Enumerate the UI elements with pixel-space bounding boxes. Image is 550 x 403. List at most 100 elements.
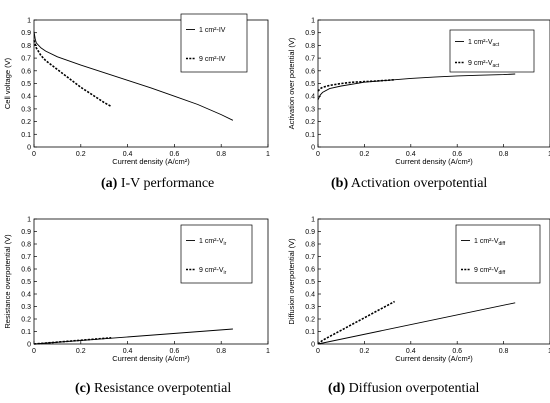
series-line-1 <box>33 31 234 121</box>
x-tick-label: 1 <box>266 348 270 355</box>
legend-entry: 1 cm²-Vir <box>199 238 227 247</box>
legend-box <box>449 29 535 73</box>
x-tick-label: 1 <box>266 151 270 158</box>
legend: 1 cm²-Vact 9 cm²-Vact <box>449 29 535 73</box>
caption-b-letter: (b) <box>331 176 349 191</box>
y-tick-label: 0.3 <box>305 304 315 311</box>
y-tick-label: 0.3 <box>305 106 315 113</box>
y-tick-label: 0.7 <box>305 254 315 261</box>
x-axis-label: Current density (A/cm²) <box>112 354 190 363</box>
y-tick-label: 0 <box>311 342 315 349</box>
x-tick-label: 0.4 <box>123 151 133 158</box>
series-line-2 <box>317 78 395 92</box>
y-tick-label: 0.6 <box>21 68 31 75</box>
y-tick-label: 0 <box>27 342 31 349</box>
y-tick-label: 0.8 <box>21 242 31 249</box>
x-tick-label: 1 <box>548 348 550 355</box>
y-tick-label: 1 <box>311 18 315 25</box>
x-tick-label: 0.8 <box>216 151 226 158</box>
y-axis-label: Resistance overpotential (V) <box>3 234 12 329</box>
y-tick-label: 0.5 <box>21 81 31 88</box>
legend-subscript: diff <box>499 270 506 276</box>
legend-entry: 9 cm²-Vact <box>468 60 500 69</box>
y-tick-label: 0.9 <box>21 229 31 236</box>
legend-entry: 9 cm²-IV <box>199 56 226 63</box>
y-tick-label: 0.9 <box>305 229 315 236</box>
caption-c: (c) Resistance overpotential <box>75 381 231 397</box>
legend-subscript: act <box>493 63 500 69</box>
caption-b: (b) Activation overpotential <box>331 176 487 192</box>
caption-c-text: Resistance overpotential <box>94 381 232 396</box>
y-tick-label: 0.7 <box>21 254 31 261</box>
caption-c-letter: (c) <box>75 381 91 396</box>
x-axis-label: Current density (A/cm²) <box>395 354 473 363</box>
y-tick-label: 0.1 <box>305 132 315 139</box>
y-axis-label: Cell voltage (V) <box>3 57 12 109</box>
y-tick-label: 0.8 <box>305 242 315 249</box>
legend: 1 cm²-Vir 9 cm²-Vir <box>180 224 253 284</box>
x-tick-label: 0.8 <box>499 348 509 355</box>
legend-entry: 9 cm²-Vir <box>199 267 227 276</box>
caption-d: (d) Diffusion overpotential <box>328 381 479 397</box>
caption-d-letter: (d) <box>328 381 346 396</box>
y-tick-label: 0.5 <box>21 279 31 286</box>
legend-subscript: act <box>493 42 500 48</box>
y-tick-label: 0.5 <box>305 81 315 88</box>
legend-entry: 1 cm²-Vact <box>468 39 500 48</box>
y-tick-label: 0.9 <box>21 30 31 37</box>
caption-d-text: Diffusion overpotential <box>348 381 480 396</box>
y-tick-label: 0.4 <box>305 292 315 299</box>
series-line-1 <box>317 302 516 345</box>
y-tick-label: 0.8 <box>21 43 31 50</box>
y-tick-label: 0.6 <box>21 267 31 274</box>
series-line-2 <box>33 40 112 108</box>
x-tick-label: 0.4 <box>123 348 133 355</box>
x-tick-label: 0.2 <box>76 151 86 158</box>
x-tick-label: 0.6 <box>452 151 462 158</box>
x-tick-label: 0.4 <box>406 348 416 355</box>
legend-subscript: ir <box>224 270 227 276</box>
y-axis-label: Diffusion overpotential (V) <box>287 238 296 325</box>
y-tick-label: 0.4 <box>21 292 31 299</box>
y-axis-label: Activation over potential (V) <box>287 37 296 129</box>
series-line-2 <box>33 337 112 345</box>
x-tick-label: 0.2 <box>76 348 86 355</box>
y-tick-label: 0.7 <box>21 56 31 63</box>
legend-subscript: diff <box>499 241 506 247</box>
series-line-2 <box>317 300 395 345</box>
y-tick-label: 0.1 <box>305 329 315 336</box>
y-tick-label: 0.5 <box>305 279 315 286</box>
x-axis-label: Current density (A/cm²) <box>112 157 190 166</box>
y-tick-label: 1 <box>311 217 315 224</box>
caption-a-letter: (a) <box>101 176 118 191</box>
y-tick-label: 1 <box>27 18 31 25</box>
y-tick-label: 0.6 <box>305 267 315 274</box>
caption-a: (a) I-V performance <box>101 176 214 192</box>
caption-b-text: Activation overpotential <box>350 176 488 191</box>
y-tick-label: 0.1 <box>21 132 31 139</box>
x-tick-label: 0 <box>316 348 320 355</box>
legend-box <box>180 224 253 284</box>
x-tick-label: 0.6 <box>452 348 462 355</box>
x-tick-label: 0.4 <box>406 151 416 158</box>
x-tick-label: 0.6 <box>170 151 180 158</box>
legend-box <box>455 224 541 284</box>
y-tick-label: 0.6 <box>305 68 315 75</box>
legend-subscript: ir <box>224 241 227 247</box>
chart-c: 0 0.1 0.2 0.3 0.4 0.5 0.6 0.7 0.8 0.9 1 0 0.2 0.4 0.6 0… <box>3 217 270 364</box>
y-tick-label: 0.2 <box>21 317 31 324</box>
y-tick-label: 0.2 <box>305 119 315 126</box>
legend: 1 cm²-IV 9 cm²-IV <box>180 13 248 73</box>
x-tick-label: 0.2 <box>360 348 370 355</box>
chart-b: 0 0.1 0.2 0.3 0.4 0.5 0.6 0.7 0.8 0.9 1 0 0.2 0.4 0.6 0… <box>287 18 550 166</box>
y-tick-label: 0.2 <box>305 317 315 324</box>
legend-entry: 9 cm²-Vdiff <box>474 267 506 276</box>
y-tick-label: 0 <box>27 145 31 152</box>
x-tick-label: 0.2 <box>360 151 370 158</box>
y-tick-label: 0.1 <box>21 329 31 336</box>
chart-d: 0 0.1 0.2 0.3 0.4 0.5 0.6 0.7 0.8 0.9 1 0 0.2 0.4 0.6 0… <box>287 217 550 363</box>
x-tick-label: 0.6 <box>170 348 180 355</box>
legend-entry: 1 cm²-Vdiff <box>474 238 506 247</box>
y-tick-label: 0.3 <box>21 304 31 311</box>
